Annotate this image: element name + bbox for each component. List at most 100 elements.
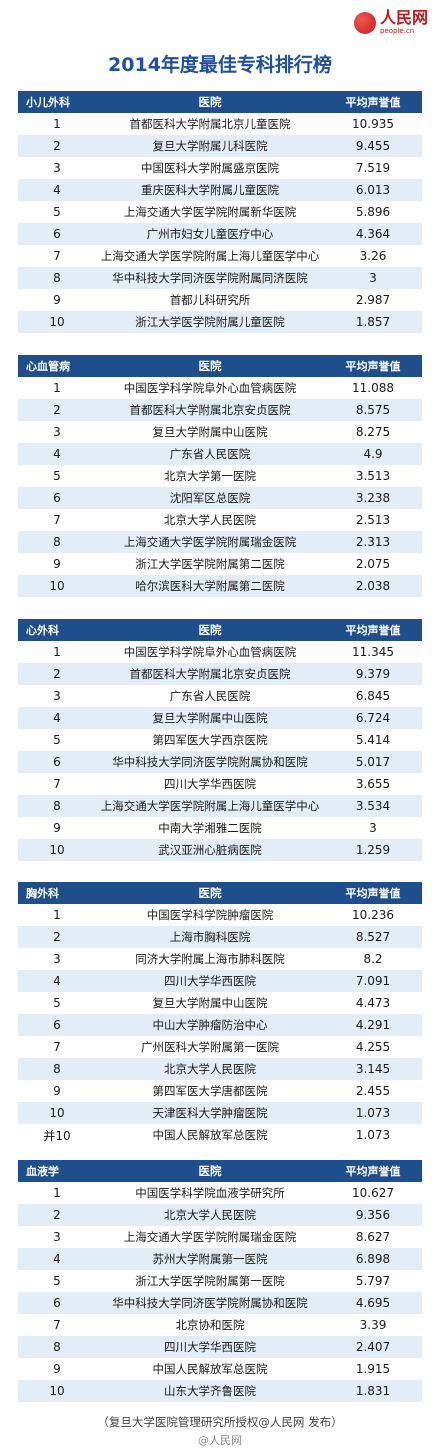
table-row: 8 上海交通大学医学院附属瑞金医院 2.313: [18, 531, 422, 553]
score-cell: 1.073: [355, 1128, 391, 1142]
table-header: 胸外科 医院 平均声誉值: [18, 882, 422, 904]
score-cell: 7.091: [355, 974, 391, 988]
page-title: 2014年度最佳专科排行榜: [108, 54, 332, 76]
score-cell: 2.455: [355, 1084, 391, 1098]
score-cell: 9.379: [355, 667, 391, 681]
specialty-name: 胸外科: [26, 887, 59, 900]
hospital-cell: 复旦大学附属中山医院: [152, 711, 268, 725]
rank-cell: 7: [53, 1040, 61, 1054]
ranking-table: 心血管病 医院 平均声誉值 1 中国医学科学院阜外心血管病医院 11.088 2 首都医科大学…: [18, 355, 422, 597]
table-row: 2 复旦大学附属儿科医院 9.455: [18, 135, 422, 157]
rank-cell: 10: [49, 1384, 65, 1398]
table-row: 9 浙江大学医学院附属第二医院 2.075: [18, 553, 422, 575]
rank-cell: 6: [53, 1296, 61, 1310]
rank-cell: 3: [53, 689, 61, 703]
score-cell: 2.038: [355, 579, 391, 593]
score-cell: 2.407: [355, 1340, 391, 1354]
table-row: 7 北京大学人民医院 2.513: [18, 509, 422, 531]
logo-emblem-icon: [353, 11, 376, 34]
rank-cell: 并10: [43, 1128, 71, 1143]
hospital-cell: 华中科技大学同济医学院附属协和医院: [112, 755, 308, 769]
score-cell: 3.238: [355, 491, 391, 505]
rank-cell: 3: [53, 952, 61, 966]
score-cell: 6.898: [355, 1252, 391, 1266]
table-header: 小儿外科 医院 平均声誉值: [18, 91, 422, 113]
table-row: 9 中国人民解放军总医院 1.915: [18, 1358, 422, 1380]
hospital-cell: 上海交通大学医学院附属上海儿童医学中心: [100, 249, 320, 263]
hospital-cell: 哈尔滨医科大学附属第二医院: [135, 579, 285, 593]
hospital-cell: 四川大学华西医院: [164, 1340, 256, 1354]
table-row: 10 山东大学齐鲁医院 1.831: [18, 1380, 422, 1402]
score-cell: 3: [369, 271, 377, 285]
table-row: 10 浙江大学医学院附属儿童医院 1.857: [18, 311, 422, 333]
rank-cell: 7: [53, 777, 61, 791]
score-cell: 6.845: [355, 689, 391, 703]
rank-cell: 9: [53, 557, 61, 571]
hospital-cell: 中国人民解放军总医院: [152, 1362, 268, 1376]
score-cell: 3.26: [359, 249, 387, 263]
hospital-cell: 复旦大学附属中山医院: [152, 996, 268, 1010]
hospital-column-header: 医院: [198, 886, 222, 900]
score-cell: 11.088: [352, 381, 394, 395]
score-cell: 7.519: [355, 161, 391, 175]
table-row: 6 中山大学肿瘤防治中心 4.291: [18, 1014, 422, 1036]
rank-cell: 6: [53, 755, 61, 769]
table-row: 10 哈尔滨医科大学附属第二医院 2.038: [18, 575, 422, 597]
hospital-cell: 首都医科大学附属北京儿童医院: [129, 117, 291, 131]
table-row: 6 华中科技大学同济医学院附属协和医院 4.695: [18, 1292, 422, 1314]
table-row: 1 中国医学科学院阜外心血管病医院 11.088: [18, 377, 422, 399]
score-cell: 4.255: [355, 1040, 391, 1054]
table-row: 3 广东省人民医院 6.845: [18, 685, 422, 707]
score-cell: 8.627: [355, 1230, 391, 1244]
table-row: 9 第四军医大学唐都医院 2.455: [18, 1080, 422, 1102]
rank-cell: 3: [53, 425, 61, 439]
score-column-header: 平均声誉值: [345, 887, 401, 900]
score-cell: 2.313: [355, 535, 391, 549]
hospital-cell: 北京大学第一医院: [164, 469, 256, 483]
source-credit: （复旦大学医院管理研究所授权@人民网 发布）: [97, 1415, 343, 1429]
score-cell: 6.013: [355, 183, 391, 197]
rank-cell: 3: [53, 161, 61, 175]
score-cell: 3.655: [355, 777, 391, 791]
rank-cell: 2: [53, 1208, 61, 1222]
table-row: 2 上海市胸科医院 8.527: [18, 926, 422, 948]
table-row: 10 武汉亚洲心脏病医院 1.259: [18, 839, 422, 861]
hospital-cell: 中山大学肿瘤防治中心: [152, 1018, 268, 1032]
table-header: 血液学 医院 平均声誉值: [18, 1160, 422, 1182]
score-cell: 10.627: [352, 1186, 394, 1200]
rank-cell: 1: [53, 381, 61, 395]
logo-url: people.cn: [379, 27, 415, 35]
rank-cell: 7: [53, 249, 61, 263]
score-column-header: 平均声誉值: [345, 624, 401, 637]
table-row: 1 中国医学科学院血液学研究所 10.627: [18, 1182, 422, 1204]
hospital-cell: 四川大学华西医院: [164, 974, 256, 988]
table-row: 8 北京大学人民医院 3.145: [18, 1058, 422, 1080]
score-cell: 11.345: [352, 645, 394, 659]
rank-cell: 4: [53, 447, 61, 461]
hospital-cell: 北京大学人民医院: [164, 1062, 256, 1076]
hospital-cell: 中南大学湘雅二医院: [158, 821, 262, 835]
hospital-cell: 武汉亚洲心脏病医院: [158, 843, 262, 857]
score-cell: 8.2: [363, 952, 383, 966]
table-row: 并10 中国人民解放军总医院 1.073: [18, 1124, 422, 1146]
rank-cell: 8: [53, 271, 61, 285]
hospital-cell: 首都儿科研究所: [169, 293, 251, 307]
table-row: 3 上海交通大学医学院附属瑞金医院 8.627: [18, 1226, 422, 1248]
rank-cell: 1: [53, 645, 61, 659]
score-cell: 2.987: [355, 293, 391, 307]
ranking-table: 小儿外科 医院 平均声誉值 1 首都医科大学附属北京儿童医院 10.935 2 复旦大学附属儿…: [18, 91, 422, 333]
rank-cell: 8: [53, 535, 61, 549]
rank-cell: 8: [53, 799, 61, 813]
rank-cell: 8: [53, 1340, 61, 1354]
rank-cell: 9: [53, 1362, 61, 1376]
hospital-cell: 第四军医大学唐都医院: [152, 1084, 268, 1098]
hospital-cell: 苏州大学附属第一医院: [152, 1252, 268, 1266]
hospital-cell: 重庆医科大学附属儿童医院: [141, 183, 279, 197]
logo-wordmark: 人民网: [379, 8, 428, 27]
score-cell: 1.259: [355, 843, 391, 857]
rank-cell: 7: [53, 513, 61, 527]
score-cell: 1.915: [355, 1362, 391, 1376]
table-row: 1 中国医学科学院阜外心血管病医院 11.345: [18, 641, 422, 663]
hospital-cell: 浙江大学医学院附属第一医院: [135, 1274, 285, 1288]
hospital-cell: 上海交通大学医学院附属瑞金医院: [123, 535, 297, 549]
